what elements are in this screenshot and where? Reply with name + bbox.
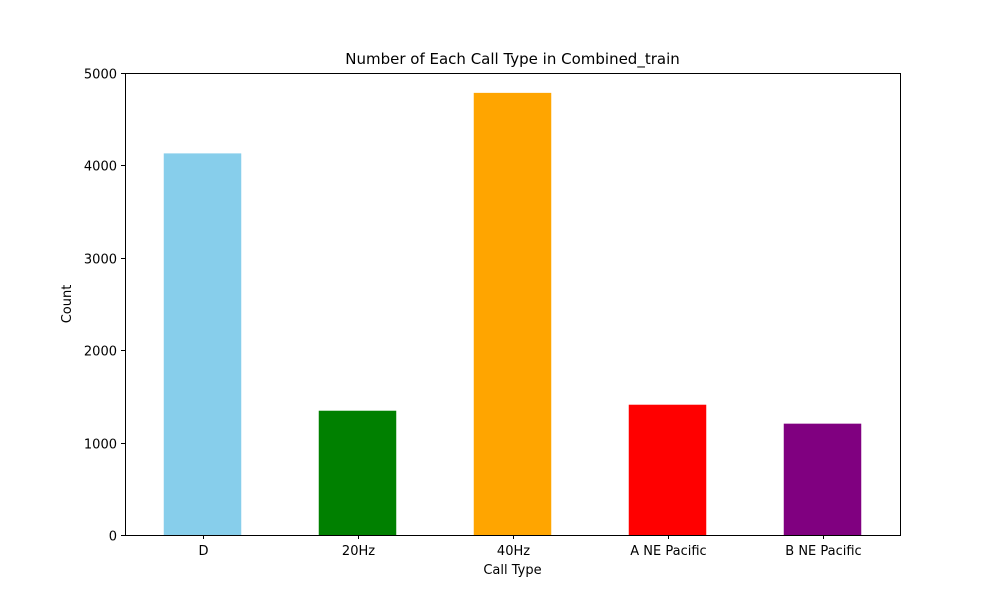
bar-20hz bbox=[318, 410, 397, 535]
chart-title: Number of Each Call Type in Combined_tra… bbox=[345, 50, 680, 69]
y-tick-label: 0 bbox=[109, 530, 117, 545]
y-axis-title: Count bbox=[60, 285, 75, 324]
bar-b-ne-pacific bbox=[783, 423, 862, 535]
y-tick-label: 1000 bbox=[84, 438, 117, 453]
bar-d bbox=[163, 153, 242, 535]
x-tick-label: A NE Pacific bbox=[630, 544, 706, 559]
bars-group bbox=[163, 92, 862, 535]
x-tick-label: 20Hz bbox=[342, 544, 375, 559]
bar-a-ne-pacific bbox=[628, 404, 707, 535]
x-axis-title: Call Type bbox=[483, 563, 541, 578]
y-tick-label: 4000 bbox=[84, 160, 117, 175]
y-axis: 0 1000 2000 3000 4000 5000 bbox=[84, 68, 125, 545]
y-tick-label: 5000 bbox=[84, 68, 117, 83]
y-tick-label: 2000 bbox=[84, 345, 117, 360]
x-axis: D 20Hz 40Hz A NE Pacific B NE Pacific bbox=[198, 535, 862, 559]
x-tick-label: 40Hz bbox=[497, 544, 530, 559]
bar-40hz bbox=[473, 92, 552, 535]
x-tick-label: B NE Pacific bbox=[785, 544, 861, 559]
y-tick-label: 3000 bbox=[84, 253, 117, 268]
x-tick-label: D bbox=[198, 544, 208, 559]
